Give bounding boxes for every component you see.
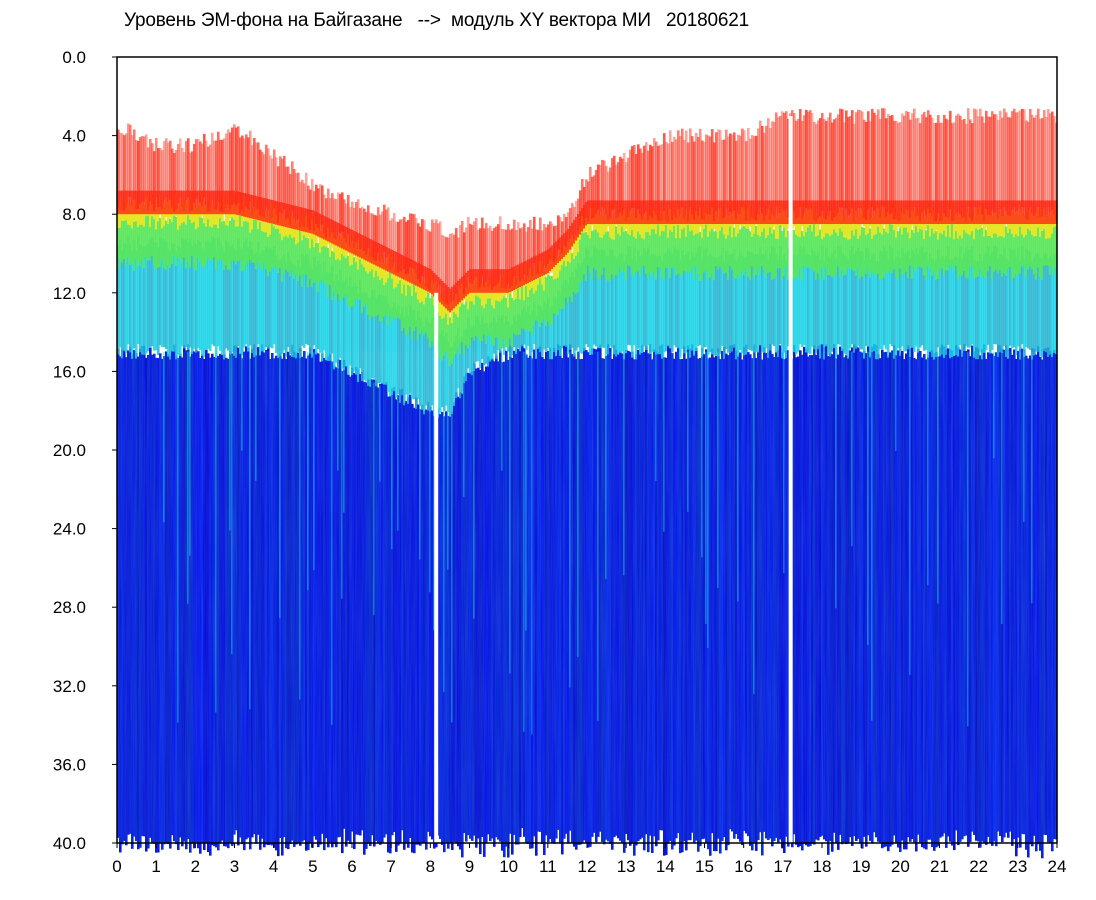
x-tick-label: 5 — [308, 857, 317, 876]
y-tick-label: 8.0 — [62, 205, 86, 224]
noise-overlay — [117, 351, 1057, 843]
y-tick-label: 12.0 — [53, 284, 86, 303]
x-tick-label: 11 — [539, 857, 557, 876]
y-tick-label: 32.0 — [53, 677, 86, 696]
chart-title: Уровень ЭМ-фона на Байгазане --> модуль … — [124, 10, 749, 31]
y-tick-label: 40.0 — [53, 834, 86, 853]
x-tick-label: 23 — [1008, 857, 1027, 876]
x-tick-label: 0 — [112, 857, 121, 876]
x-tick-label: 10 — [499, 857, 518, 876]
x-tick-label: 18 — [813, 857, 832, 876]
x-tick-label: 8 — [426, 857, 435, 876]
x-tick-label: 15 — [695, 857, 714, 876]
x-tick-label: 2 — [191, 857, 200, 876]
y-tick-label: 28.0 — [53, 598, 86, 617]
y-tick-label: 20.0 — [53, 441, 86, 460]
x-tick-label: 1 — [151, 857, 160, 876]
x-tick-label: 21 — [930, 857, 949, 876]
data-gap — [434, 292, 439, 843]
y-tick-label: 24.0 — [53, 520, 86, 539]
x-tick-label: 20 — [891, 857, 910, 876]
x-tick-label: 17 — [773, 857, 792, 876]
x-tick-label: 13 — [617, 857, 636, 876]
x-tick-label: 19 — [852, 857, 871, 876]
x-tick-label: 22 — [969, 857, 988, 876]
x-tick-label: 24 — [1048, 857, 1067, 876]
x-axis: 0 1 2 3 4 5 6 7 8 9 10 11 12 13 14 15 16 17 18 19 20 21 22 23 24 — [112, 843, 1066, 876]
x-tick-label: 6 — [347, 857, 356, 876]
x-tick-label: 16 — [734, 857, 753, 876]
x-tick-label: 14 — [656, 857, 675, 876]
y-tick-label: 36.0 — [53, 755, 86, 774]
data-gap — [788, 115, 793, 843]
x-tick-label: 12 — [578, 857, 597, 876]
x-tick-label: 3 — [230, 857, 239, 876]
y-tick-label: 4.0 — [62, 127, 86, 146]
plot-area — [117, 57, 1058, 859]
x-tick-label: 7 — [386, 857, 395, 876]
y-tick-label: 16.0 — [53, 362, 86, 381]
y-tick-label: 0.0 — [62, 48, 86, 67]
y-axis: 0.0 4.0 8.0 12.0 16.0 20.0 24.0 28.0 32.0 36.0 40.… — [53, 48, 117, 853]
x-tick-label: 9 — [465, 857, 474, 876]
x-tick-label: 4 — [269, 857, 278, 876]
